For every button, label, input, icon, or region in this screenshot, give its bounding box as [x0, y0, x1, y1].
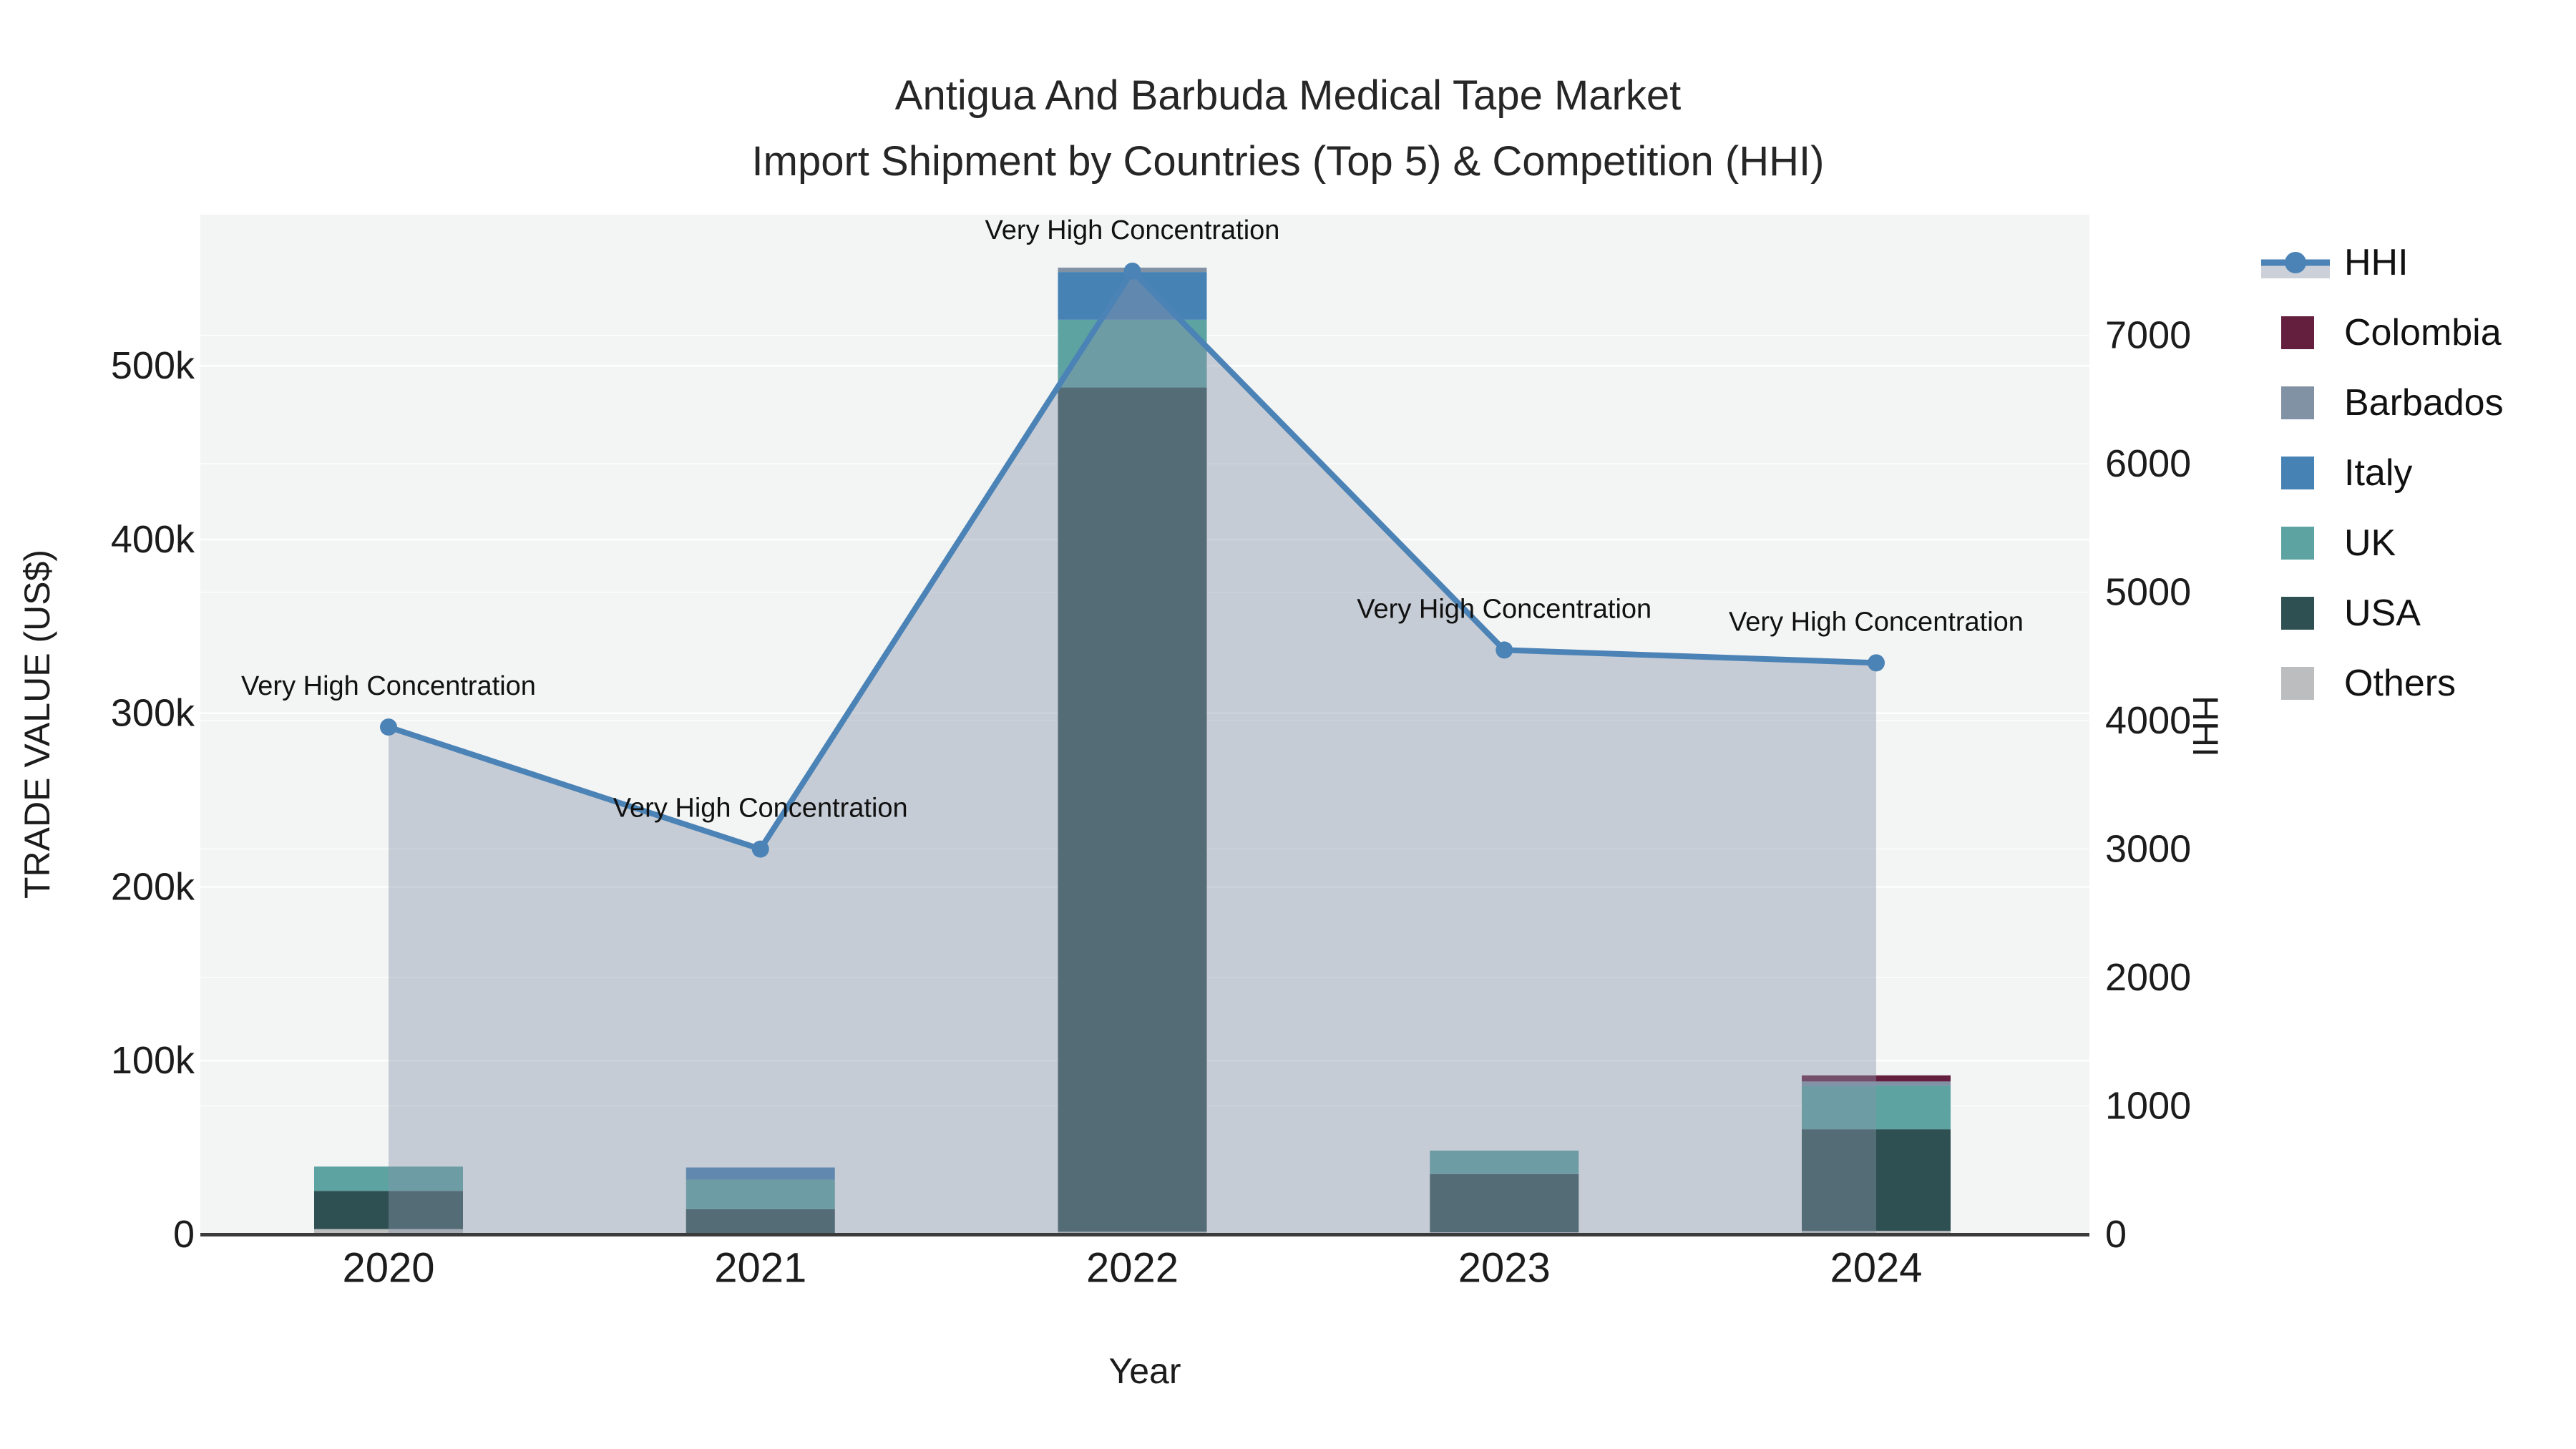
- y-right-tick-label: 4000: [2105, 699, 2191, 742]
- usa-swatch-icon: [2260, 597, 2334, 630]
- legend-color-swatch: [2281, 527, 2314, 560]
- annotation-2022: Very High Concentration: [985, 215, 1280, 245]
- legend-color-swatch: [2281, 597, 2314, 630]
- x-axis-title: Year: [1108, 1351, 1181, 1391]
- x-tick-label-2021: 2021: [714, 1245, 806, 1292]
- annotation-2020: Very High Concentration: [241, 671, 536, 701]
- chart-title-line2: Import Shipment by Countries (Top 5) & C…: [751, 138, 1825, 185]
- bar-segment-uk-2024[interactable]: [1802, 1085, 1951, 1130]
- bar-segment-usa-2023[interactable]: [1430, 1174, 1579, 1233]
- bar-segment-uk-2023[interactable]: [1430, 1150, 1579, 1174]
- hhi-marker-2021[interactable]: [751, 840, 769, 858]
- legend-color-swatch: [2281, 386, 2314, 419]
- italy-swatch-icon: [2260, 457, 2334, 489]
- y-left-tick-label: 200k: [111, 865, 195, 908]
- bar-segment-colombia-2024[interactable]: [1802, 1075, 1951, 1082]
- bar-segment-usa-2020[interactable]: [314, 1191, 463, 1229]
- bar-segment-italy-2021[interactable]: [686, 1167, 835, 1180]
- legend-label: Colombia: [2344, 312, 2502, 353]
- bar-segment-others-2020[interactable]: [314, 1229, 463, 1234]
- y-right-tick-label: 5000: [2105, 571, 2191, 614]
- legend-item-italy[interactable]: Italy: [2260, 438, 2504, 508]
- y-axis-title-left: TRADE VALUE (US$): [17, 549, 57, 899]
- y-right-tick-label: 6000: [2105, 442, 2191, 485]
- x-tick-label-2022: 2022: [1086, 1245, 1179, 1292]
- legend-item-usa[interactable]: USA: [2260, 578, 2504, 648]
- y-right-tick-label: 2000: [2105, 956, 2191, 999]
- legend-color-swatch: [2281, 667, 2314, 700]
- legend-label: Barbados: [2344, 382, 2504, 424]
- legend-label: UK: [2344, 522, 2396, 564]
- hhi-area-fill: [389, 270, 1876, 1234]
- y-left-tick-label: 400k: [111, 518, 195, 561]
- barbados-swatch-icon: [2260, 386, 2334, 419]
- legend-item-uk[interactable]: UK: [2260, 508, 2504, 578]
- legend-label: USA: [2344, 592, 2421, 634]
- legend-item-hhi[interactable]: HHI: [2260, 228, 2504, 298]
- hhi-marker-2020[interactable]: [380, 718, 397, 736]
- annotation-2021: Very High Concentration: [613, 794, 908, 824]
- bar-segment-usa-2022[interactable]: [1058, 387, 1207, 1232]
- legend-label: Italy: [2344, 452, 2413, 494]
- bar-segment-usa-2021[interactable]: [686, 1209, 835, 1234]
- legend-color-swatch: [2281, 457, 2314, 489]
- x-tick-label-2020: 2020: [342, 1245, 434, 1292]
- bar-segment-uk-2020[interactable]: [314, 1166, 463, 1191]
- hhi-marker-2024[interactable]: [1868, 654, 1885, 672]
- y-left-tick-label: 0: [173, 1213, 195, 1256]
- legend-label: Others: [2344, 663, 2457, 704]
- y-axis-title-right: HHI: [2185, 695, 2225, 758]
- legend: HHI Colombia Barbados Italy UK USA Others: [2260, 228, 2504, 718]
- uk-swatch-icon: [2260, 527, 2334, 560]
- legend-item-barbados[interactable]: Barbados: [2260, 368, 2504, 438]
- annotation-2023: Very High Concentration: [1357, 594, 1652, 624]
- legend-item-colombia[interactable]: Colombia: [2260, 298, 2504, 368]
- x-axis-line: [200, 1233, 2089, 1236]
- y-left-tick-label: 500k: [111, 344, 195, 387]
- y-right-tick-label: 7000: [2105, 314, 2191, 357]
- y-right-tick-label: 0: [2105, 1213, 2127, 1256]
- colombia-swatch-icon: [2260, 316, 2334, 349]
- x-tick-label-2024: 2024: [1830, 1245, 1922, 1292]
- y-left-tick-label: 100k: [111, 1039, 195, 1082]
- others-swatch-icon: [2260, 667, 2334, 700]
- bar-segment-others-2024[interactable]: [1802, 1231, 1951, 1234]
- legend-label: HHI: [2344, 242, 2409, 283]
- bar-segment-italy-2022[interactable]: [1058, 272, 1207, 320]
- hhi-marker-2023[interactable]: [1496, 641, 1513, 659]
- hhi-marker-2022[interactable]: [1123, 262, 1141, 280]
- y-right-tick-label: 3000: [2105, 828, 2191, 871]
- bar-segment-uk-2022[interactable]: [1058, 319, 1207, 388]
- hhi-line-icon: [2260, 243, 2334, 283]
- chart-title: Antigua And Barbuda Medical Tape Market …: [0, 63, 2576, 195]
- y-right-tick-label: 1000: [2105, 1085, 2191, 1128]
- bar-segment-usa-2024[interactable]: [1802, 1129, 1951, 1231]
- x-tick-label-2023: 2023: [1458, 1245, 1551, 1292]
- bar-segment-uk-2021[interactable]: [686, 1179, 835, 1209]
- legend-color-swatch: [2281, 316, 2314, 349]
- annotation-2024: Very High Concentration: [1729, 607, 2024, 637]
- y-left-tick-label: 300k: [111, 692, 195, 735]
- legend-item-others[interactable]: Others: [2260, 648, 2504, 718]
- bar-segment-barbados-2024[interactable]: [1802, 1081, 1951, 1086]
- chart-title-line1: Antigua And Barbuda Medical Tape Market: [894, 72, 1682, 119]
